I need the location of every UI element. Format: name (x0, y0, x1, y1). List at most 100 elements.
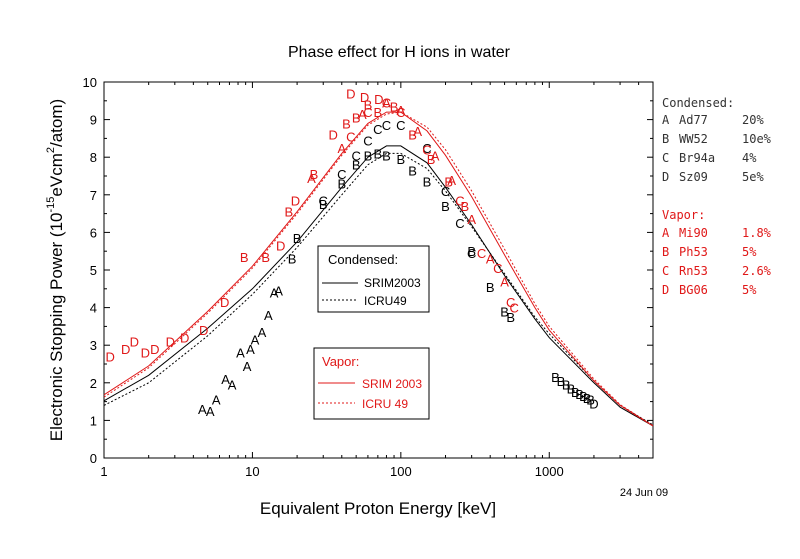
data-point-condensed-b: B (397, 152, 406, 167)
ref-vapor-c-name: Rn53 (679, 264, 708, 278)
data-point-vapor-b: B (352, 111, 361, 126)
data-point-vapor-d: D (150, 342, 159, 357)
data-point-condensed-b: B (579, 389, 588, 404)
data-point-vapor-b: B (444, 175, 453, 190)
data-point-vapor-a: A (413, 124, 422, 139)
data-point-condensed-c: C (319, 193, 328, 208)
data-point-condensed-b: B (441, 199, 450, 214)
data-point-vapor-b: B (374, 105, 383, 120)
data-point-condensed-c: C (467, 246, 476, 261)
y-label-pre: Electronic Stopping Power (10 (47, 213, 66, 442)
data-point-condensed-b: B (408, 163, 417, 178)
data-point-vapor-d: D (141, 346, 150, 361)
data-point-condensed-a: A (243, 359, 252, 374)
ref-vapor-d-letter: D (662, 283, 669, 297)
x-tick-label: 100 (390, 464, 412, 479)
y-tick-label: 3 (90, 338, 97, 353)
data-point-vapor-a: A (358, 107, 367, 122)
y-tick-label: 10 (83, 75, 97, 90)
data-point-vapor-d: D (291, 193, 300, 208)
model-curves (103, 111, 654, 427)
data-point-condensed-c: C (455, 216, 464, 231)
data-point-condensed-c: C (373, 122, 382, 137)
data-point-condensed-a: A (251, 333, 260, 348)
ref-condensed-a-name: Ad77 (679, 113, 708, 127)
y-tick-label: 8 (90, 150, 97, 165)
ref-condensed-a-letter: A (662, 113, 670, 127)
data-point-vapor-b: B (408, 128, 417, 143)
data-point-vapor-b: B (240, 250, 249, 265)
vapor-srim-curve (103, 111, 654, 427)
y-tick-label: 0 (90, 451, 97, 466)
data-point-condensed-a: A (246, 342, 255, 357)
data-point-condensed-b: B (571, 385, 580, 400)
data-point-vapor-c: C (493, 261, 502, 276)
data-point-condensed-a: A (228, 378, 237, 393)
data-point-condensed-a: A (212, 393, 221, 408)
data-point-vapor-c: C (477, 246, 486, 261)
data-point-condensed-b: B (486, 280, 495, 295)
legend-icru-vapor-label: ICRU 49 (362, 397, 408, 411)
y-tick-label: 7 (90, 188, 97, 203)
legend-condensed: Condensed: SRIM2003 ICRU49 (317, 245, 430, 313)
data-point-vapor-a: A (486, 252, 495, 267)
ref-condensed-c-error: 4% (742, 151, 757, 165)
data-point-vapor-b: B (342, 116, 351, 131)
ref-vapor-a-error: 1.8% (742, 226, 772, 240)
data-point-vapor-c: C (363, 105, 372, 120)
data-point-vapor-a: A (431, 148, 440, 163)
ref-vapor-d-error: 5% (742, 283, 757, 297)
data-point-condensed-a: A (258, 325, 267, 340)
data-point-condensed-b: B (364, 148, 373, 163)
ref-vapor-b-letter: B (662, 245, 669, 259)
data-point-vapor-d: D (105, 349, 114, 364)
x-tick-label: 10 (245, 464, 259, 479)
ref-condensed-b-letter: B (662, 132, 669, 146)
y-label-post: /atom) (47, 99, 66, 147)
y-tick-label: 6 (90, 225, 97, 240)
y-axis-label: Electronic Stopping Power (10-15eVcm2/at… (45, 99, 66, 441)
data-point-condensed-d: D (589, 396, 598, 411)
data-point-condensed-b: B (352, 158, 361, 173)
data-point-vapor-c: C (422, 143, 431, 158)
data-point-vapor-d: D (346, 86, 355, 101)
chart-title: Phase effect for H ions in water (288, 44, 511, 61)
ref-vapor-a-name: Mi90 (679, 226, 708, 240)
ref-condensed-b-error: 10e% (742, 132, 772, 146)
data-point-condensed-c: C (396, 118, 405, 133)
data-point-vapor-d: D (130, 334, 139, 349)
reference-list-vapor: Vapor: A Mi90 1.8% B Ph53 5% C Rn53 2.6%… (662, 208, 772, 297)
data-point-condensed-c: C (351, 148, 360, 163)
legend-srim-vapor-label: SRIM 2003 (362, 377, 422, 391)
data-point-condensed-b: B (382, 148, 391, 163)
data-point-vapor-b: B (261, 250, 270, 265)
y-tick-label: 4 (90, 301, 97, 316)
data-point-vapor-b: B (427, 152, 436, 167)
data-point-condensed-a: A (206, 404, 215, 419)
data-point-vapor-c: C (509, 301, 518, 316)
data-point-condensed-b: B (374, 146, 383, 161)
legend-condensed-title: Condensed: (328, 252, 398, 267)
condensed-icru-curve (103, 152, 654, 426)
data-point-condensed-a: A (274, 284, 283, 299)
y-label-square: 2 (45, 147, 57, 153)
data-point-vapor-c: C (396, 105, 405, 120)
ref-vapor-b-name: Ph53 (679, 245, 708, 259)
data-point-condensed-b: B (562, 378, 571, 393)
x-tick-label: 1 (100, 464, 107, 479)
legend-icru-condensed-label: ICRU49 (364, 294, 407, 308)
data-point-condensed-a: A (270, 286, 279, 301)
y-tick-label: 1 (90, 413, 97, 428)
refs-vapor-title: Vapor: (662, 208, 705, 222)
y-tick-label: 2 (90, 376, 97, 391)
data-point-condensed-b: B (288, 252, 297, 267)
data-point-condensed-a: A (236, 346, 245, 361)
data-point-vapor-d: D (121, 342, 130, 357)
ref-condensed-d-letter: D (662, 170, 669, 184)
data-point-vapor-d: D (276, 239, 285, 254)
data-point-vapor-d: D (166, 334, 175, 349)
data-point-condensed-c: C (337, 167, 346, 182)
data-point-vapor-a: A (337, 141, 346, 156)
data-point-vapor-b: B (364, 98, 373, 113)
ref-condensed-a-error: 20% (742, 113, 764, 127)
